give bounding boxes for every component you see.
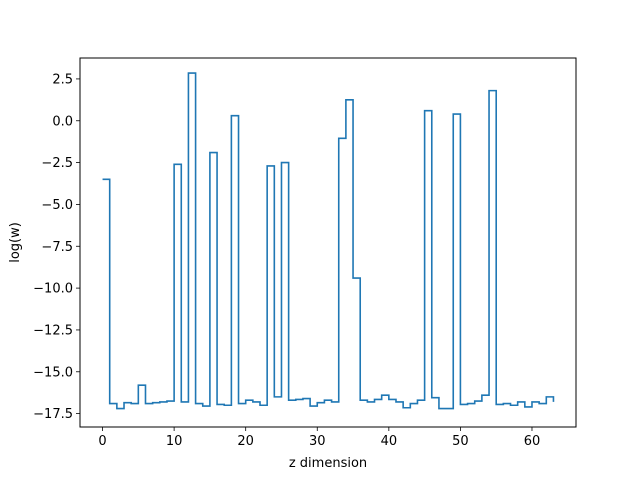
y-tick-label: −10.0 [33,282,73,297]
x-axis-label: z dimension [289,456,367,471]
plot-area [80,58,576,427]
y-tick-label: −15.0 [33,365,73,380]
y-axis-label: log(w) [8,222,23,263]
y-tick-label: 0.0 [52,114,73,129]
series-line [102,72,555,410]
y-tick-label: −7.5 [41,240,73,255]
y-tick-label: −12.5 [33,323,73,338]
y-axis-ticks: 2.5 0.0 −2.5 −5.0 −7.5 −10.0 −12.5 −15.0 −17.5 [33,72,80,422]
y-tick-label: −5.0 [41,198,73,213]
plot-frame [79,57,577,428]
x-tick-label: 10 [166,434,183,449]
x-axis-ticks: 0 10 20 30 40 50 60 [98,427,540,449]
y-tick-label: −2.5 [41,156,73,171]
x-tick-label: 20 [237,434,254,449]
x-tick-label: 30 [309,434,326,449]
y-tick-label: 2.5 [52,72,73,87]
x-tick-label: 60 [524,434,541,449]
x-tick-label: 40 [381,434,398,449]
series-layer [102,72,555,410]
x-tick-label: 50 [452,434,469,449]
y-tick-label: −17.5 [33,407,73,422]
x-tick-label: 0 [98,434,106,449]
